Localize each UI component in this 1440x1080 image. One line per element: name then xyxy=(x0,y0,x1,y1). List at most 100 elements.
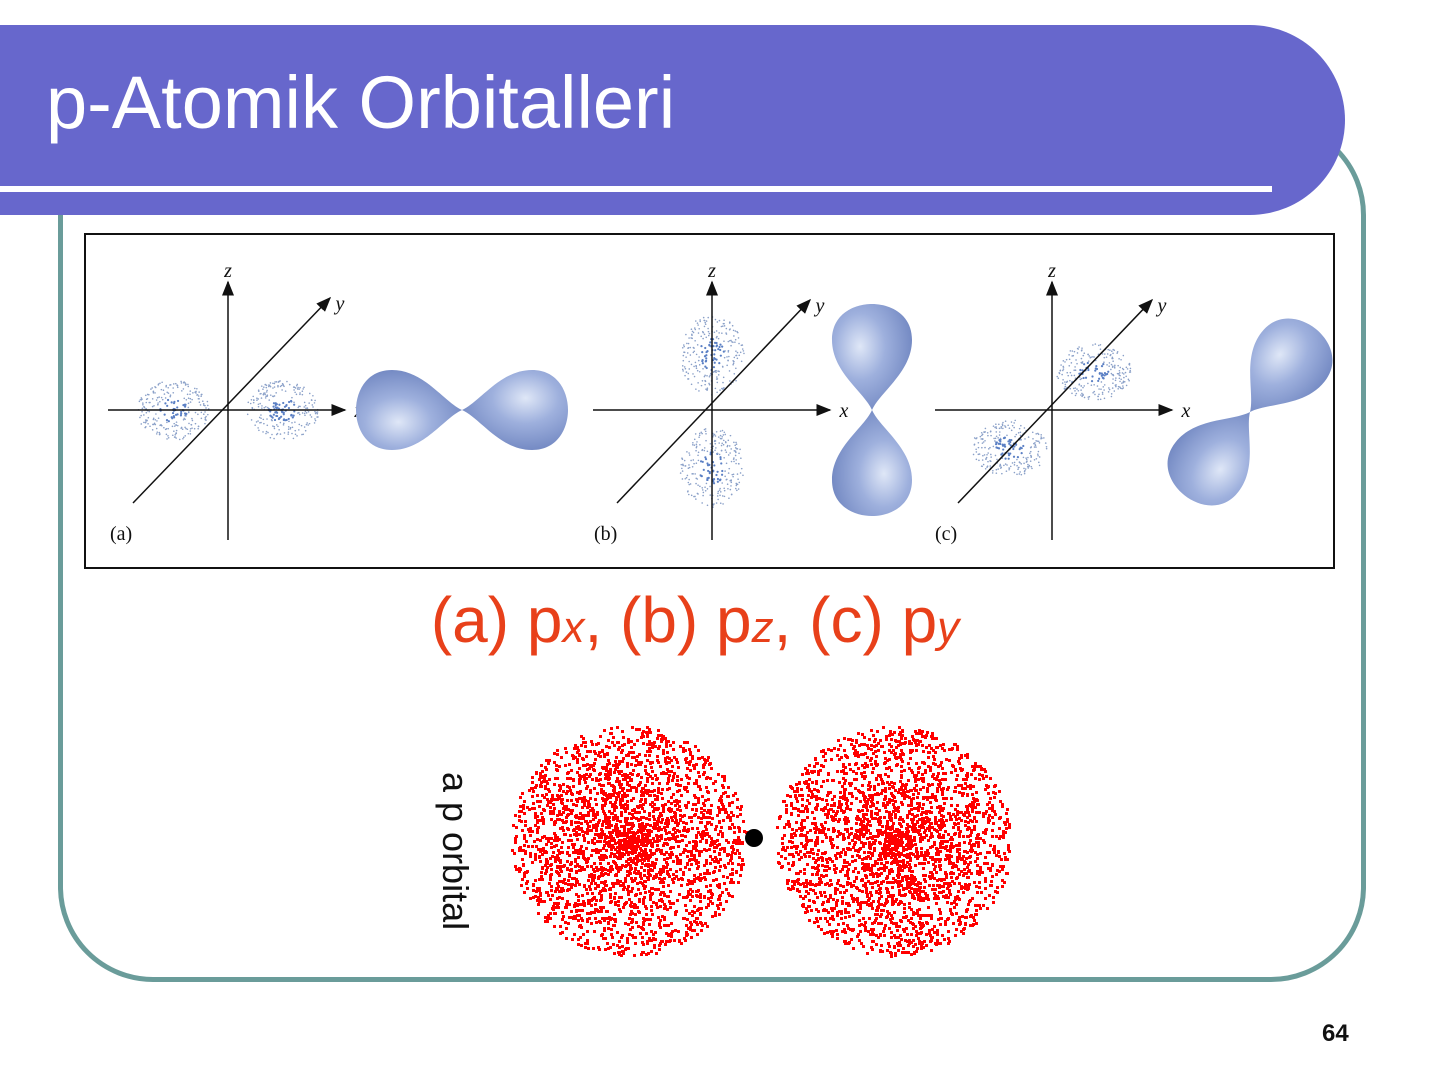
electron-dot xyxy=(552,908,555,911)
electron-dot xyxy=(638,753,641,756)
electron-dot xyxy=(720,799,723,802)
electron-dot xyxy=(618,951,621,954)
electron-dot xyxy=(714,856,717,859)
electron-dot xyxy=(610,852,613,855)
electron-dot xyxy=(722,908,725,911)
electron-dot xyxy=(817,790,820,793)
probability-dot xyxy=(1000,425,1003,428)
probability-dot xyxy=(706,387,709,390)
electron-dot xyxy=(595,823,598,826)
probability-dot xyxy=(191,419,194,422)
probability-dot xyxy=(689,354,692,356)
probability-dot xyxy=(725,441,727,444)
electron-dot xyxy=(611,812,614,815)
probability-dot xyxy=(718,453,721,456)
electron-dot xyxy=(607,836,610,839)
electron-dot xyxy=(555,906,558,909)
electron-dot xyxy=(568,854,571,857)
electron-dot xyxy=(697,861,700,864)
probability-dot xyxy=(726,356,728,358)
electron-dot xyxy=(695,862,698,865)
electron-dot xyxy=(642,825,645,828)
electron-dot xyxy=(969,924,972,927)
electron-dot xyxy=(900,792,903,795)
electron-dot xyxy=(697,797,700,800)
probability-dot xyxy=(312,406,314,408)
probability-dot xyxy=(1077,389,1080,392)
probability-dot xyxy=(719,491,722,493)
electron-dot xyxy=(637,888,640,891)
probability-dot xyxy=(154,423,157,426)
electron-dot xyxy=(650,742,653,745)
probability-dot xyxy=(157,417,160,419)
electron-dot xyxy=(579,936,582,939)
probability-dot xyxy=(187,406,190,409)
probability-dot xyxy=(1071,392,1073,395)
electron-dot xyxy=(956,895,959,898)
probability-dot xyxy=(703,449,706,452)
electron-dot xyxy=(941,809,944,812)
probability-dot xyxy=(706,488,709,490)
electron-dot xyxy=(707,890,710,893)
electron-dot xyxy=(574,849,577,852)
probability-dot xyxy=(1022,444,1025,448)
electron-dot xyxy=(909,835,912,838)
electron-dot xyxy=(885,852,888,855)
electron-dot xyxy=(646,732,649,735)
electron-dot xyxy=(648,864,651,867)
electron-dot xyxy=(691,895,694,898)
electron-dot xyxy=(608,826,611,829)
electron-dot xyxy=(917,898,920,901)
electron-dot xyxy=(869,882,872,885)
electron-dot xyxy=(660,837,663,840)
probability-dot xyxy=(709,453,712,456)
probability-dot xyxy=(722,376,725,379)
electron-dot xyxy=(595,851,598,854)
electron-dot xyxy=(739,874,742,877)
electron-dot xyxy=(647,952,650,955)
electron-dot xyxy=(651,777,654,780)
electron-dot xyxy=(560,813,563,816)
electron-dot xyxy=(729,819,732,822)
probability-dot xyxy=(1002,427,1004,430)
electron-dot xyxy=(556,814,559,817)
electron-dot xyxy=(556,897,559,900)
probability-dot xyxy=(701,360,704,363)
electron-dot xyxy=(625,947,628,950)
electron-dot xyxy=(596,813,599,816)
electron-dot xyxy=(578,797,581,800)
probability-dot xyxy=(165,384,168,387)
electron-dot xyxy=(959,767,962,770)
electron-dot xyxy=(637,870,640,873)
electron-dot xyxy=(927,756,930,759)
electron-dot xyxy=(593,896,596,899)
electron-dot xyxy=(601,830,604,833)
electron-dot xyxy=(597,779,600,782)
electron-dot xyxy=(672,902,675,905)
electron-dot xyxy=(869,805,872,808)
probability-dot xyxy=(728,321,731,324)
electron-dot xyxy=(629,779,632,782)
electron-dot xyxy=(519,846,522,849)
probability-dot xyxy=(995,423,997,426)
electron-dot xyxy=(740,868,743,871)
electron-dot xyxy=(676,761,679,764)
electron-dot xyxy=(594,903,597,906)
electron-dot xyxy=(632,816,635,819)
electron-dot xyxy=(612,736,615,739)
probability-dot xyxy=(975,437,977,440)
probability-dot xyxy=(1010,429,1013,432)
electron-dot xyxy=(627,891,630,894)
electron-dot xyxy=(645,953,648,956)
electron-dot xyxy=(623,794,626,797)
probability-dot xyxy=(688,360,690,363)
electron-dot xyxy=(966,828,969,831)
probability-dot xyxy=(266,395,268,398)
probability-dot xyxy=(714,387,717,390)
electron-dot xyxy=(655,902,658,905)
electron-dot xyxy=(587,811,590,814)
electron-dot xyxy=(727,814,730,817)
electron-dot xyxy=(883,751,886,754)
probability-dot xyxy=(1068,354,1070,356)
electron-dot xyxy=(591,879,594,882)
